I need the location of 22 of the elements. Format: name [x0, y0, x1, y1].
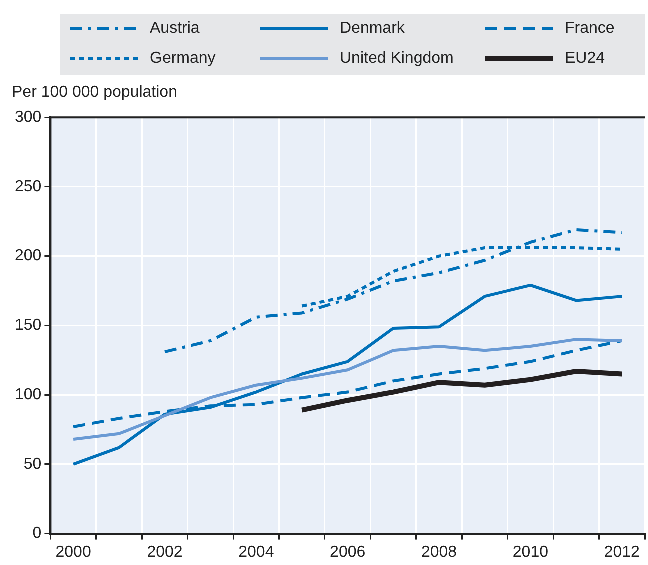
legend-label: United Kingdom: [340, 50, 454, 68]
legend-label: Denmark: [340, 20, 405, 38]
x-tick-label: 2006: [330, 544, 366, 561]
x-tick-label: 2010: [512, 544, 549, 561]
y-tick-label: 250: [14, 178, 42, 196]
legend-label: EU24: [565, 50, 606, 68]
x-tick-label: 2012: [604, 544, 640, 561]
y-tick-label: 0: [32, 525, 42, 542]
y-axis-title: Per 100 000 population: [12, 84, 178, 102]
y-tick-label: 100: [14, 386, 42, 404]
legend-label: France: [565, 20, 615, 38]
legend-label: Germany: [150, 50, 216, 68]
line-series: [163, 228, 624, 354]
y-tick-label: 50: [24, 456, 42, 473]
x-tick-label: 2000: [56, 544, 92, 561]
y-tick-label: 300: [14, 109, 42, 126]
x-tick-label: 2004: [238, 544, 274, 561]
y-tick-label: 150: [14, 317, 42, 334]
legend-label: Austria: [150, 20, 200, 38]
x-tick-label: 2008: [421, 544, 458, 561]
x-tick-label: 2002: [147, 544, 183, 561]
y-tick-label: 200: [14, 248, 42, 265]
